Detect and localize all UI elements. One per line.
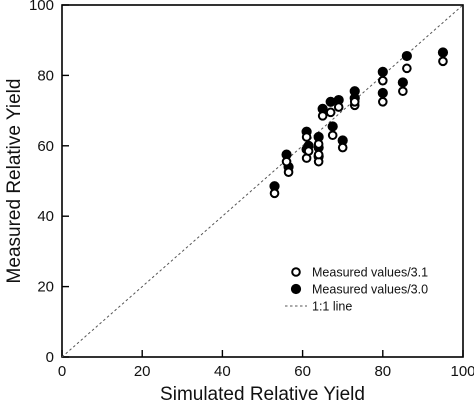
measured-3-1-point (378, 75, 388, 86)
measured-3-0-point (349, 86, 360, 97)
y-tick-label: 100 (29, 0, 54, 14)
legend-label: 1:1 line (312, 300, 352, 314)
measured-3-1-point (313, 149, 324, 160)
measured-3-0-point (397, 77, 408, 88)
measured-3-1-point (438, 56, 448, 67)
one-to-one-line (61, 4, 464, 358)
measured-3-1-point (402, 63, 412, 74)
measured-3-1-point (317, 111, 328, 121)
x-tick-label: 0 (58, 363, 66, 380)
y-tick-label: 0 (46, 349, 54, 366)
measured-3-1-point (325, 107, 336, 118)
measured-3-1-point (378, 97, 388, 107)
measured-3-1-point (301, 132, 312, 142)
x-tick-label: 100 (450, 363, 474, 380)
x-tick-label: 60 (294, 363, 311, 380)
legend-label: Measured values/3.1 (312, 266, 428, 280)
measured-3-0-point (327, 121, 338, 132)
legend: Measured values/3.1 Measured values/3.0 1:… (285, 266, 428, 314)
measured-3-1-point (303, 146, 314, 156)
axis-ticks (61, 4, 464, 358)
y-tick-label: 80 (37, 67, 54, 84)
measured-3-1-point (313, 139, 324, 149)
measured-3-0-point (377, 66, 388, 77)
legend-label: Measured values/3.0 (312, 283, 428, 297)
measured-3-1-point (281, 156, 292, 167)
legend-marker-swatch (291, 267, 301, 277)
y-tick-label: 20 (37, 279, 54, 296)
x-axis-label: Simulated Relative Yield (160, 384, 365, 405)
measured-3-1-point (333, 102, 344, 112)
data-points (269, 47, 449, 199)
y-axis-label: Measured Relative Yield (4, 79, 25, 284)
y-tick-label: 40 (37, 208, 54, 225)
measured-3-1-point (283, 167, 294, 177)
x-tick-label: 20 (134, 363, 151, 380)
measured-3-1-point (337, 142, 348, 153)
measured-3-1-point (327, 130, 338, 141)
measured-3-0-point (377, 87, 388, 99)
measured-3-1-point (269, 188, 280, 199)
y-tick-label: 60 (37, 138, 54, 155)
x-tick-label: 40 (214, 363, 231, 380)
measured-3-0-point (437, 47, 449, 58)
measured-3-1-point (398, 86, 408, 97)
measured-3-0-point (401, 50, 412, 62)
legend-marker-swatch (290, 283, 302, 295)
plot-frame (61, 4, 464, 358)
x-tick-label: 80 (374, 363, 391, 380)
axis-tick-labels: 0 20 40 60 80 100 0 20 40 60 80 100 (29, 0, 474, 380)
measured-3-1-point (349, 97, 360, 107)
